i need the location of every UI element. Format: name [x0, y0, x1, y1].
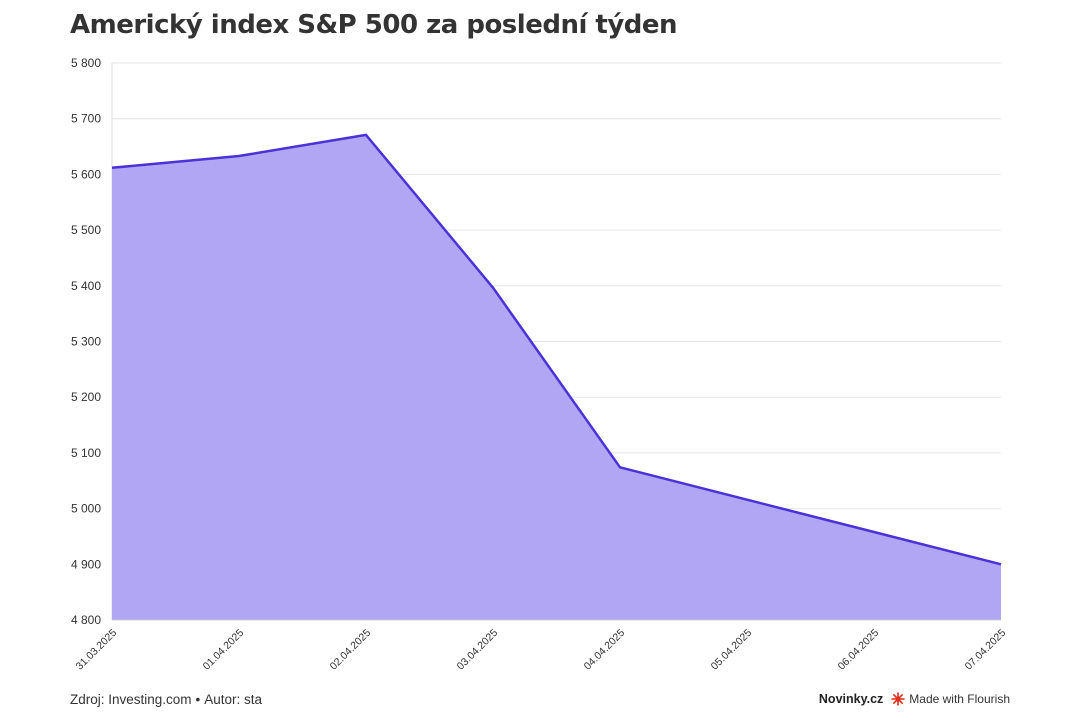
x-tick-label: 05.04.2025 — [709, 627, 755, 673]
data-point — [109, 165, 115, 171]
y-tick-label: 5 600 — [71, 167, 101, 181]
y-tick-label: 5 400 — [71, 279, 101, 293]
y-tick-label: 4 800 — [71, 613, 101, 627]
author-text: Autor: sta — [204, 692, 263, 707]
data-point — [363, 132, 369, 138]
footer-separator: • — [195, 692, 201, 707]
y-tick-label: 4 900 — [71, 557, 101, 571]
chart: 4 800 4 900 5 000 5 100 5 200 5 300 5 400 5 500… — [71, 56, 1009, 673]
y-tick-label: 5 000 — [71, 502, 101, 516]
series-line — [111, 133, 1002, 566]
y-tick-label: 5 100 — [71, 446, 101, 460]
x-tick-label: 31.03.2025 — [74, 627, 120, 673]
x-tick-label: 01.04.2025 — [201, 627, 247, 673]
source-text: Zdroj: Investing.com — [70, 692, 192, 707]
flourish-icon — [891, 692, 906, 706]
data-point — [490, 285, 496, 291]
x-tick-label: 03.04.2025 — [455, 627, 501, 673]
data-point — [236, 153, 242, 159]
y-tick-label: 5 200 — [71, 390, 101, 404]
y-tick-label: 5 300 — [71, 335, 101, 349]
y-tick-label: 5 700 — [71, 112, 101, 126]
area-fill — [112, 134, 1001, 620]
data-point — [617, 464, 623, 470]
x-tick-label: 04.04.2025 — [582, 627, 628, 673]
data-point — [744, 497, 750, 503]
x-tick-label: 02.04.2025 — [328, 627, 374, 673]
footer-branding: Novinky.cz Made with Flourish — [819, 692, 1010, 706]
data-point — [871, 529, 877, 535]
x-tick-label: 07.04.2025 — [963, 627, 1009, 673]
y-tick-label: 5 800 — [71, 56, 101, 70]
y-tick-label: 5 500 — [71, 223, 101, 237]
x-tick-label: 06.04.2025 — [836, 627, 882, 673]
footer-credits: Zdroj: Investing.com • Autor: sta — [70, 692, 262, 707]
data-point — [998, 561, 1004, 567]
novinky-logo[interactable]: Novinky.cz — [818, 692, 884, 706]
made-with-flourish-text: Made with Flourish — [909, 692, 1010, 706]
flourish-credit[interactable]: Made with Flourish — [891, 692, 1010, 706]
chart-title: Americký index S&P 500 za poslední týden — [70, 10, 678, 40]
